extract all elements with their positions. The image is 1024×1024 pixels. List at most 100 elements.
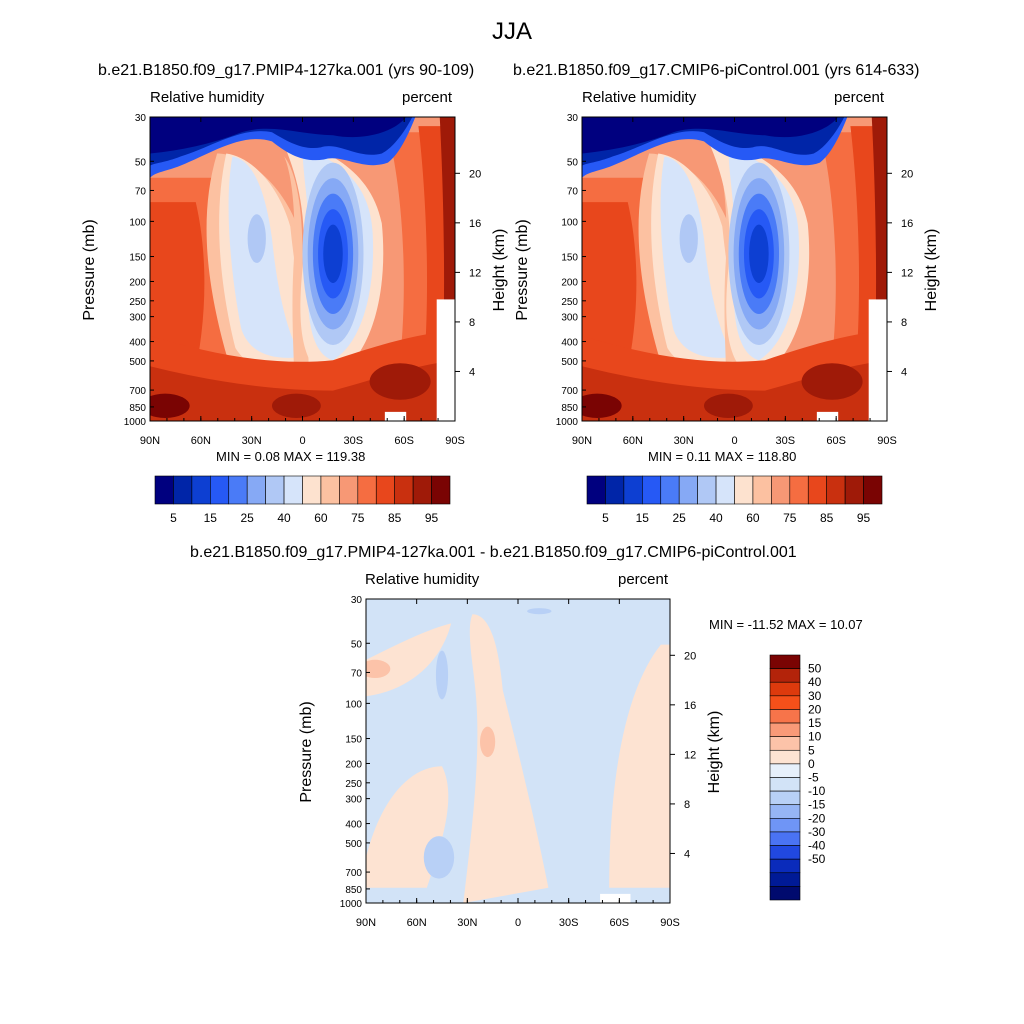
colorbar-cell	[283, 475, 303, 505]
colorbar-label: 20	[808, 702, 822, 716]
y-tick-label: 30	[567, 113, 579, 124]
colorbar-cell	[769, 709, 801, 724]
y-right-tick-label: 20	[901, 168, 913, 180]
colorbar-cell	[228, 475, 248, 505]
colorbar-cell	[769, 763, 801, 778]
colorbar-label: 40	[277, 511, 291, 525]
contour-band	[527, 608, 552, 615]
contour-band	[228, 156, 303, 358]
y-right-tick-label: 12	[901, 267, 913, 279]
contour-band	[247, 214, 266, 263]
x-tick-label: 0	[731, 435, 737, 447]
colorbar-cell	[769, 668, 801, 683]
y-tick-label: 300	[561, 313, 578, 324]
contour-band	[463, 614, 549, 903]
colorbar-cell	[173, 475, 193, 505]
colorbar-cell	[769, 804, 801, 819]
x-tick-label: 30N	[242, 435, 262, 447]
colorbar-label: 0	[808, 757, 815, 771]
colorbar-cell	[623, 475, 643, 505]
colorbar-label: 30	[808, 689, 822, 703]
colorbar-cell	[844, 475, 864, 505]
y-tick-label: 200	[129, 277, 146, 288]
colorbar-cell	[375, 475, 395, 505]
x-tick-label: 90S	[445, 435, 465, 447]
contour-band	[369, 363, 431, 400]
x-tick-label: 60S	[394, 435, 414, 447]
y-tick-label: 70	[567, 186, 579, 197]
colorbar-label: -40	[808, 839, 826, 853]
colorbar-cell	[431, 475, 451, 505]
y-tick-label: 150	[561, 253, 578, 264]
colorbar-cell	[154, 475, 174, 505]
colorbar-label: 95	[425, 511, 439, 525]
colorbar-cell	[412, 475, 432, 505]
contour-fill	[150, 117, 455, 421]
y-tick-label: 1000	[124, 417, 147, 428]
colorbar-label: 15	[808, 716, 822, 730]
right-panel-title: b.e21.B1850.f09_g17.CMIP6-piControl.001 …	[513, 62, 920, 79]
y-tick-label: 200	[345, 759, 362, 770]
colorbar-label: -15	[808, 798, 826, 812]
y-tick-label: 150	[129, 253, 146, 264]
contour-band	[272, 393, 321, 418]
colorbar-cell	[752, 475, 772, 505]
y-tick-label: 70	[351, 668, 363, 679]
x-tick-label: 0	[515, 917, 521, 929]
colorbar-label: -5	[808, 771, 819, 785]
y-tick-label: 400	[129, 338, 146, 349]
y-tick-label: 250	[561, 297, 578, 308]
contour-band	[284, 156, 310, 406]
y-tick-label: 850	[345, 885, 362, 896]
colorbar-cell	[769, 654, 801, 669]
colorbar-cell	[807, 475, 827, 505]
colorbar-cell	[769, 886, 801, 901]
contour-band	[150, 360, 455, 421]
colorbar-cell	[678, 475, 698, 505]
colorbar-cell	[394, 475, 414, 505]
colorbar-label: 85	[388, 511, 402, 525]
x-tick-label: 90N	[356, 917, 376, 929]
colorbar-cell	[826, 475, 846, 505]
contour-band	[582, 360, 887, 421]
contour-band	[435, 650, 449, 700]
y-right-tick-label: 12	[469, 267, 481, 279]
colorbar-label: 85	[820, 511, 834, 525]
colorbar-cell	[320, 475, 340, 505]
colorbar-label: 25	[673, 511, 687, 525]
contour-band	[366, 659, 391, 679]
colorbar-cell	[605, 475, 625, 505]
y-tick-label: 400	[345, 820, 362, 831]
right-panel-variable-label: Relative humidity	[582, 89, 697, 106]
y-tick-label: 700	[345, 868, 362, 879]
x-tick-label: 30S	[559, 917, 579, 929]
diff-panel-variable-label: Relative humidity	[365, 571, 480, 588]
y-tick-label: 850	[561, 403, 578, 414]
colorbar-cell	[769, 777, 801, 792]
x-tick-label: 60N	[623, 435, 643, 447]
colorbar-label: 50	[808, 662, 822, 676]
colorbar-cell	[697, 475, 717, 505]
colorbar-cell	[769, 736, 801, 751]
colorbar-label: 5	[602, 511, 609, 525]
missing-data	[868, 299, 887, 421]
colorbar-cell	[789, 475, 809, 505]
y-right-tick-label: 16	[684, 700, 696, 712]
diff-panel-plot: 30 50 70 100 150 200 250 300 400 500 700 850 1000 20 1…	[340, 595, 697, 929]
y-tick-label: 300	[129, 313, 146, 324]
colorbars: 5 15 25 40 60 75 85 95 5 15 25 40 60 75 85 955040302015…	[154, 475, 883, 901]
x-tick-label: 30N	[457, 917, 477, 929]
y-tick-label: 50	[351, 639, 363, 650]
x-tick-label: 0	[299, 435, 305, 447]
colorbar-label: 15	[204, 511, 218, 525]
colorbar-label: 60	[314, 511, 328, 525]
colorbar-cell	[769, 872, 801, 887]
diff-panel-title: b.e21.B1850.f09_g17.PMIP4-127ka.001 - b.…	[190, 544, 797, 561]
colorbar-label: 75	[783, 511, 797, 525]
contour-band	[323, 224, 343, 283]
y-right-tick-label: 20	[469, 168, 481, 180]
y-tick-label: 700	[129, 386, 146, 397]
figure-title: JJA	[491, 18, 532, 45]
contour-band	[704, 393, 753, 418]
contour-band	[423, 836, 455, 879]
